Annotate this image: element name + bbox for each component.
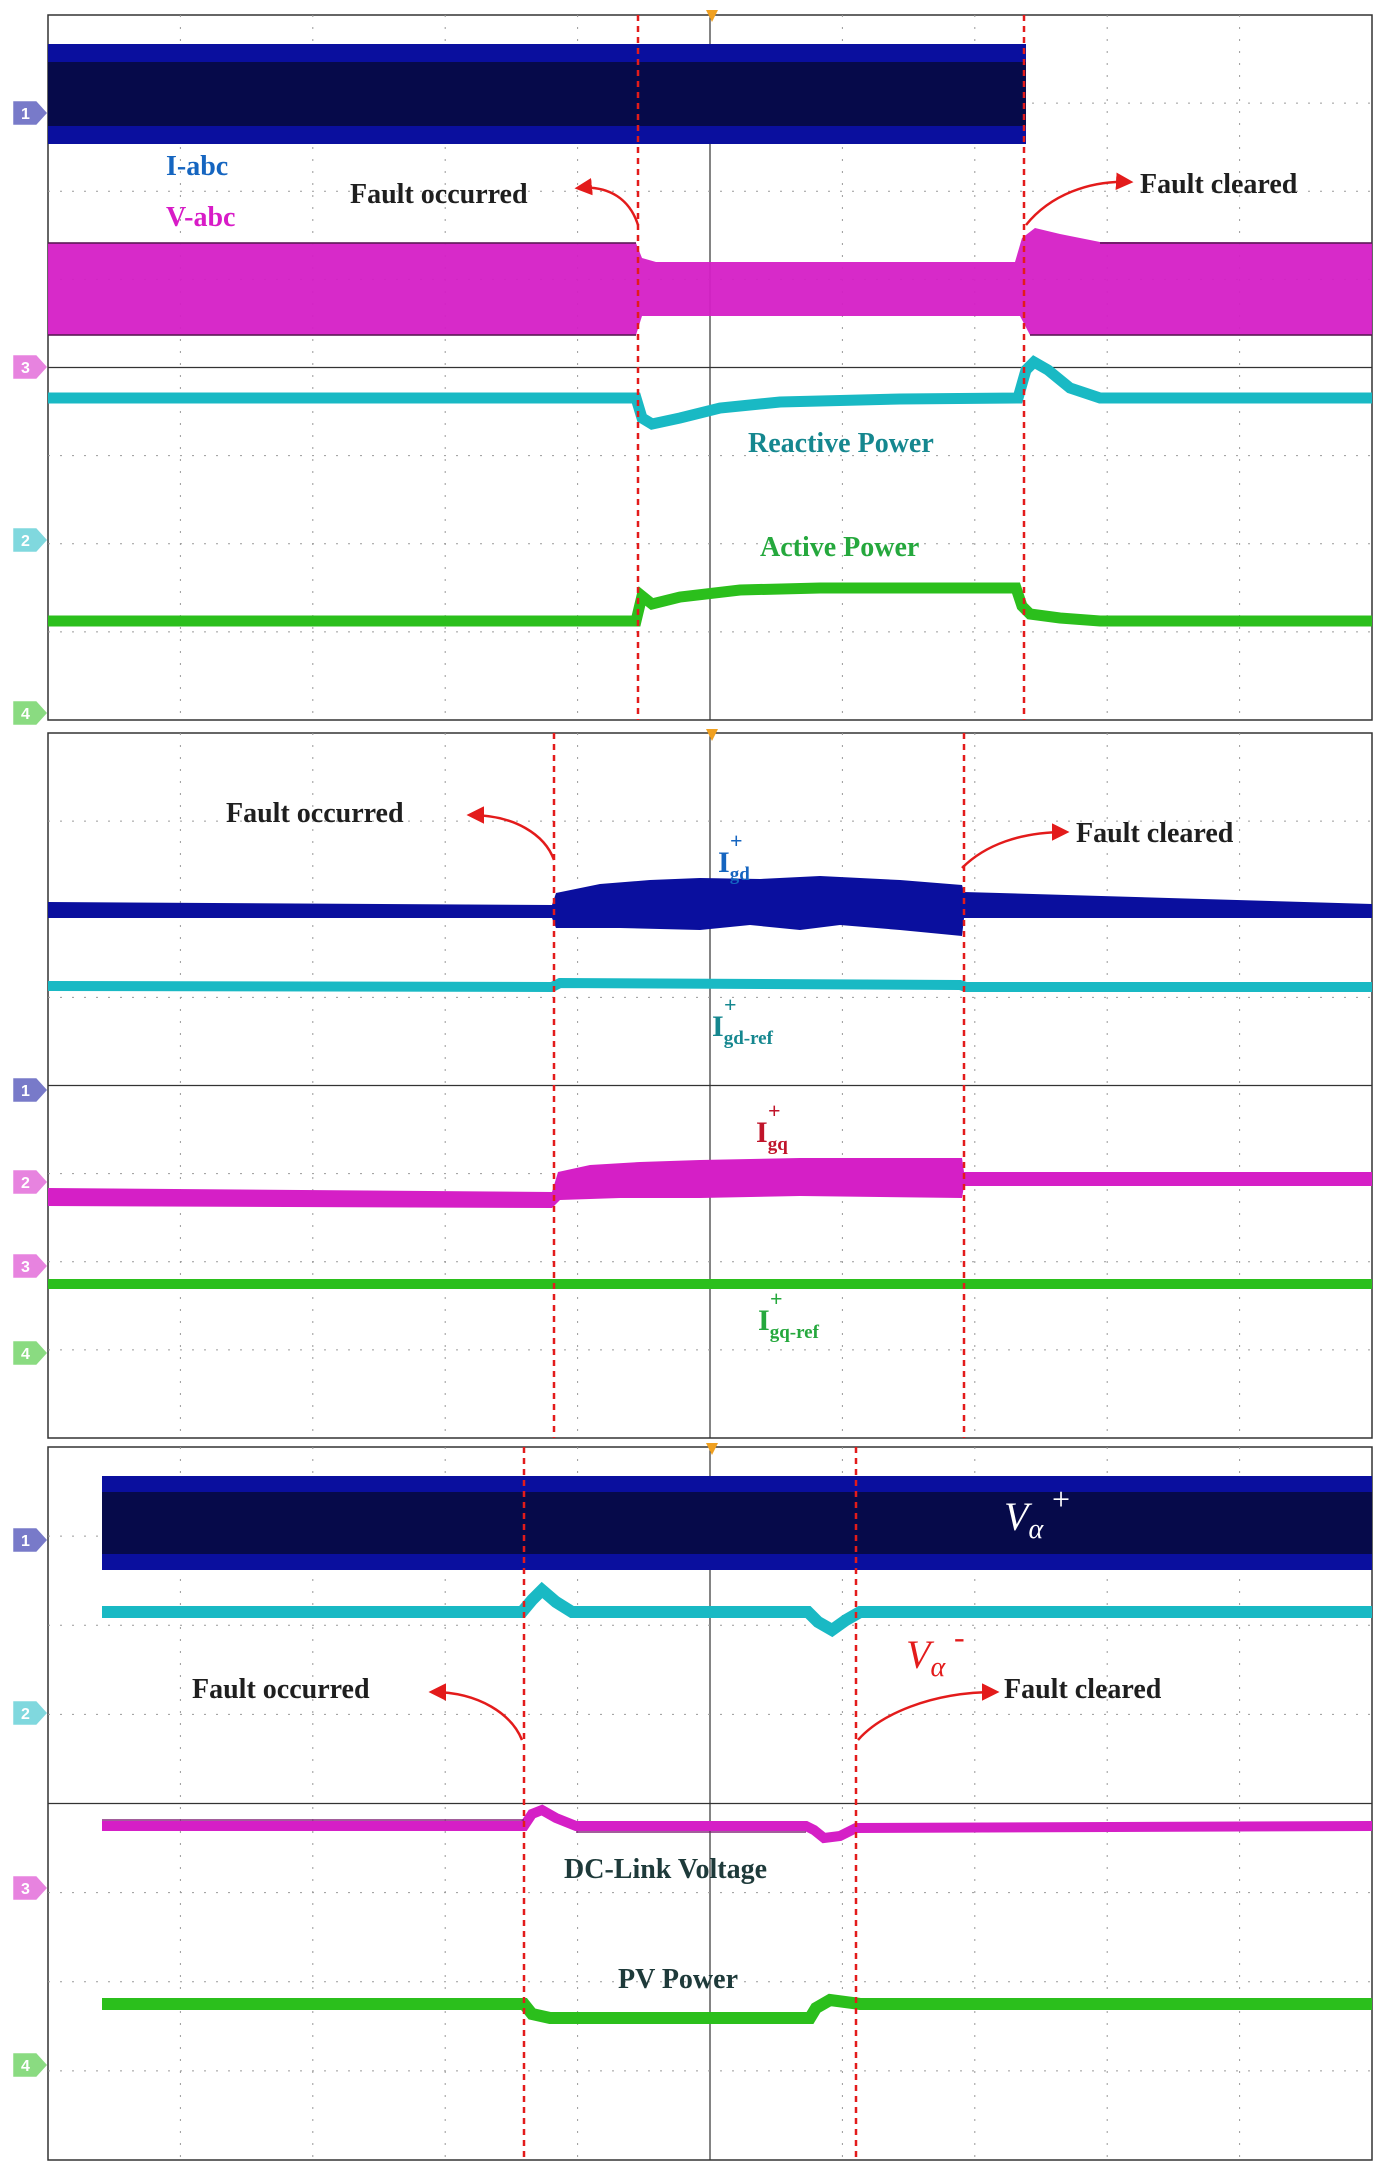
- channel-marker-number: 4: [21, 706, 30, 723]
- series-igq-trace: [48, 1158, 1372, 1208]
- panel-1-fault-occurred-arrow: [574, 177, 640, 226]
- channel-marker: [13, 1254, 48, 1278]
- series-igd-label: Igd: [718, 846, 750, 885]
- series-igq-ref-label-main: I: [758, 1304, 770, 1337]
- series-v-alpha-plus-label-sup: +: [1052, 1481, 1070, 1517]
- channel-marker: [13, 2053, 48, 2077]
- series-igq-ref-label-sub: gq-ref: [770, 1322, 820, 1343]
- channel-marker-number: 2: [21, 533, 30, 550]
- series-active-power-trace: [48, 582, 1372, 627]
- panel-1-fault-occurred-label: Fault occurred: [350, 179, 528, 210]
- series-v-alpha-plus-label-sub: α: [1028, 1514, 1044, 1545]
- series-i-abc-label: I-abc: [166, 151, 228, 182]
- channel-marker-number: 3: [21, 1259, 30, 1276]
- series-igd-ref-trace: [47, 977, 1372, 993]
- series-i-abc-core: [48, 62, 1026, 126]
- channel-marker: [13, 701, 48, 725]
- channel-marker: [13, 1701, 48, 1725]
- channel-marker-number: 4: [21, 1346, 30, 1363]
- channel-marker: [13, 1078, 48, 1102]
- series-pv-power-trace: [102, 1993, 1372, 2024]
- series-reactive-power-label: Reactive Power: [748, 428, 934, 459]
- series-igd-ref-label-main: I: [712, 1010, 724, 1043]
- panel-2-fault-occurred-label: Fault occurred: [226, 798, 404, 829]
- panel-1-fault-cleared-arrow: [1025, 172, 1134, 226]
- series-pv-power-label: PV Power: [618, 1964, 738, 1995]
- series-dc-link-voltage-label: DC-Link Voltage: [564, 1854, 767, 1885]
- channel-marker-number: 2: [21, 1706, 30, 1723]
- channel-marker: [13, 101, 48, 125]
- panel-2-fault-cleared-arrow: [961, 823, 1070, 869]
- panel-1: 1 3 2 4 I-abc V-abc Reactive Power Active P…: [13, 10, 1373, 725]
- panel-3-fault-cleared-label: Fault cleared: [1004, 1674, 1162, 1705]
- panel-3-fault-cleared-arrow: [857, 1683, 1000, 1741]
- series-v-alpha-plus-core: [102, 1492, 1372, 1554]
- panel-3: 1 2 3 4 Fault occurred Fault cleared Vα + V…: [13, 1443, 1373, 2161]
- panel-3-trigger-marker: [706, 1443, 718, 1455]
- channel-marker: [13, 1528, 48, 1552]
- series-v-abc-noise: [48, 242, 1372, 336]
- series-igq-label-sub: gq: [768, 1134, 789, 1155]
- series-v-alpha-minus-label-main: V: [906, 1632, 935, 1677]
- channel-marker-number: 3: [21, 360, 30, 377]
- panel-1-fault-cleared-label: Fault cleared: [1140, 169, 1298, 200]
- channel-marker: [13, 1170, 48, 1194]
- series-v-alpha-minus-label-sub: α: [930, 1652, 946, 1683]
- panel-3-channel-markers: 1 2 3 4: [13, 1528, 48, 2077]
- series-igd-ref-label-sup: +: [724, 992, 737, 1017]
- panel-1-channel-markers: 1 3 2 4: [13, 101, 48, 725]
- series-igq-ref-label-sup: +: [770, 1286, 783, 1311]
- series-reactive-power-trace: [48, 355, 1372, 430]
- series-dc-link-voltage-noise: [102, 1819, 806, 1833]
- panel-1-trigger-marker: [706, 10, 718, 22]
- channel-marker-number: 1: [21, 1533, 30, 1550]
- series-igd-ref-label: Igd-ref: [712, 1010, 774, 1049]
- panel-2-fault-occurred-arrow: [466, 806, 556, 861]
- series-v-alpha-minus-label-sup: -: [954, 1619, 965, 1655]
- series-v-abc-trace: [48, 228, 1372, 335]
- panel-2-trigger-marker: [706, 729, 718, 741]
- series-v-alpha-minus-trace: [102, 1581, 1372, 1638]
- series-igd-ref-label-sub: gd-ref: [724, 1028, 774, 1049]
- series-igq-label-sup: +: [768, 1098, 781, 1123]
- series-dc-link-voltage-trace: [102, 1804, 1373, 1844]
- panel-3-fault-occurred-arrow: [428, 1683, 524, 1741]
- panel-2-fault-cleared-label: Fault cleared: [1076, 818, 1234, 849]
- channel-marker: [13, 1876, 48, 1900]
- series-v-alpha-minus-label: Vα: [906, 1632, 946, 1683]
- series-v-alpha-plus-label-main: V: [1004, 1494, 1033, 1539]
- channel-marker: [13, 1341, 48, 1365]
- series-igd-label-sub: gd: [730, 864, 751, 885]
- series-igd-label-sup: +: [730, 828, 743, 853]
- series-igd-trace: [48, 876, 1372, 936]
- channel-marker-number: 1: [21, 1083, 30, 1100]
- panel-3-fault-occurred-label: Fault occurred: [192, 1674, 370, 1705]
- channel-marker-number: 3: [21, 1881, 30, 1898]
- channel-marker-number: 2: [21, 1175, 30, 1192]
- series-igq-ref-label: Igq-ref: [758, 1304, 820, 1343]
- series-v-alpha-plus-label: Vα: [1004, 1494, 1044, 1545]
- channel-marker-number: 1: [21, 106, 30, 123]
- series-igq-label-main: I: [756, 1116, 768, 1149]
- series-igq-label: Igq: [756, 1116, 788, 1155]
- series-igd-label-main: I: [718, 846, 730, 879]
- series-active-power-label: Active Power: [760, 532, 919, 563]
- series-v-abc-label: V-abc: [166, 202, 235, 233]
- channel-marker: [13, 528, 48, 552]
- panel-2-channel-markers: 1 2 3 4: [13, 1078, 48, 1365]
- channel-marker: [13, 355, 48, 379]
- channel-marker-number: 4: [21, 2058, 30, 2075]
